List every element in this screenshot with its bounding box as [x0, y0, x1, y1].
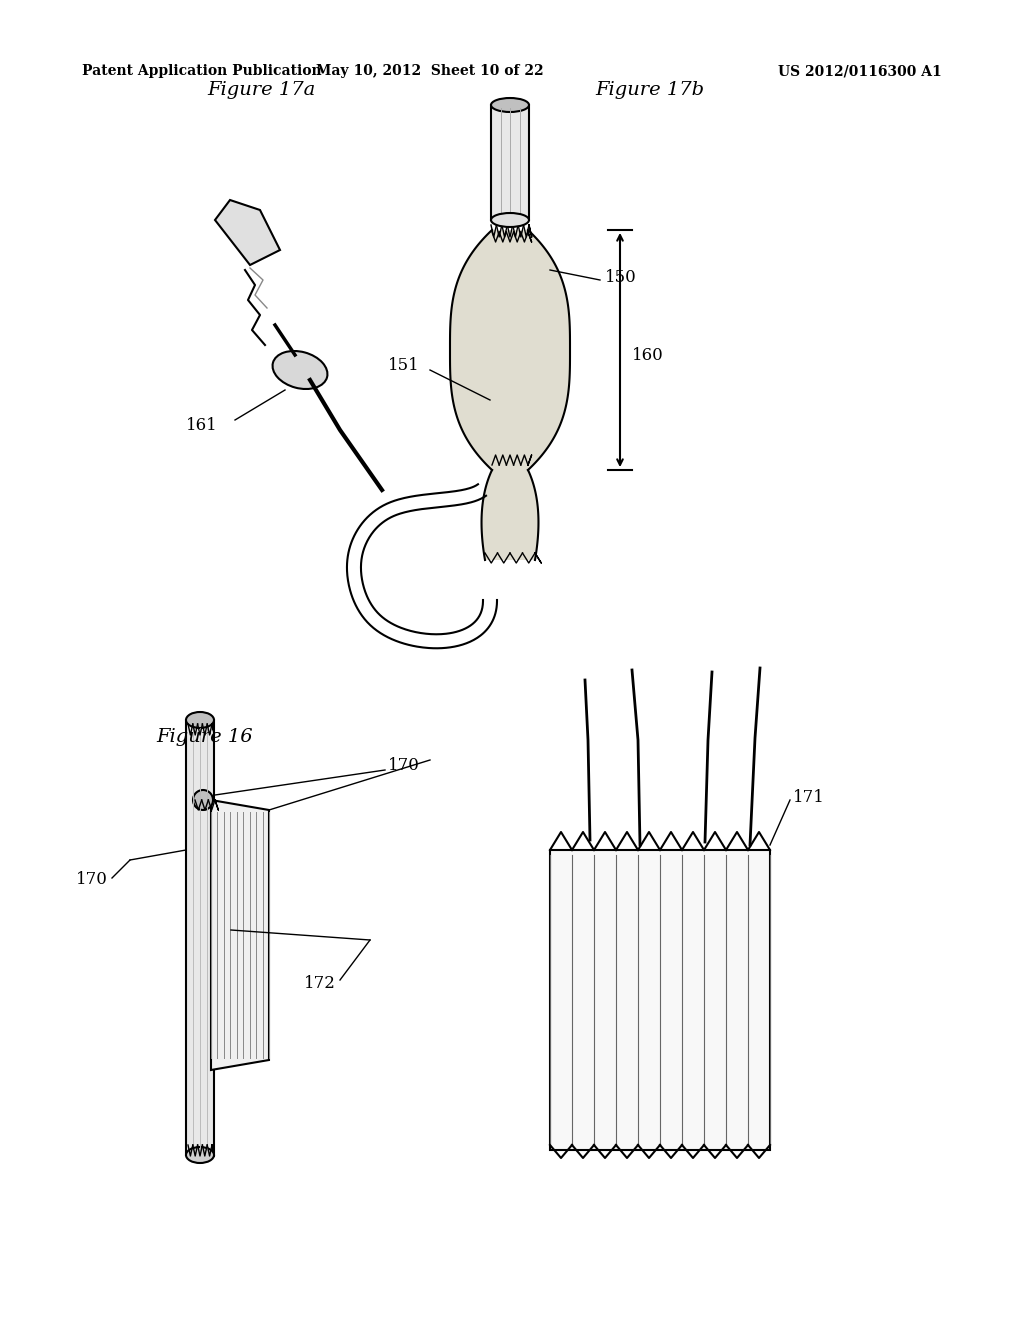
- Text: 170: 170: [76, 871, 108, 888]
- Polygon shape: [450, 230, 570, 470]
- Text: US 2012/0116300 A1: US 2012/0116300 A1: [778, 65, 942, 78]
- Polygon shape: [481, 470, 539, 560]
- Ellipse shape: [490, 213, 529, 227]
- Text: Figure 17b: Figure 17b: [596, 81, 705, 99]
- Text: May 10, 2012  Sheet 10 of 22: May 10, 2012 Sheet 10 of 22: [316, 65, 544, 78]
- FancyBboxPatch shape: [186, 719, 214, 1155]
- Ellipse shape: [272, 351, 328, 389]
- Ellipse shape: [490, 98, 529, 112]
- Text: Figure 16: Figure 16: [157, 727, 253, 746]
- Ellipse shape: [186, 1147, 214, 1163]
- Circle shape: [193, 789, 213, 810]
- FancyBboxPatch shape: [490, 106, 529, 220]
- Polygon shape: [215, 201, 280, 265]
- Text: 161: 161: [186, 417, 218, 433]
- Polygon shape: [550, 850, 770, 1150]
- Text: Patent Application Publication: Patent Application Publication: [82, 65, 322, 78]
- Text: 172: 172: [304, 975, 336, 993]
- Polygon shape: [211, 800, 269, 1071]
- Text: 150: 150: [605, 269, 637, 286]
- Text: 171: 171: [793, 788, 825, 805]
- Text: 151: 151: [388, 356, 420, 374]
- Ellipse shape: [186, 711, 214, 729]
- Text: Figure 17a: Figure 17a: [207, 81, 315, 99]
- Text: 160: 160: [632, 346, 664, 363]
- Text: 170: 170: [388, 758, 420, 775]
